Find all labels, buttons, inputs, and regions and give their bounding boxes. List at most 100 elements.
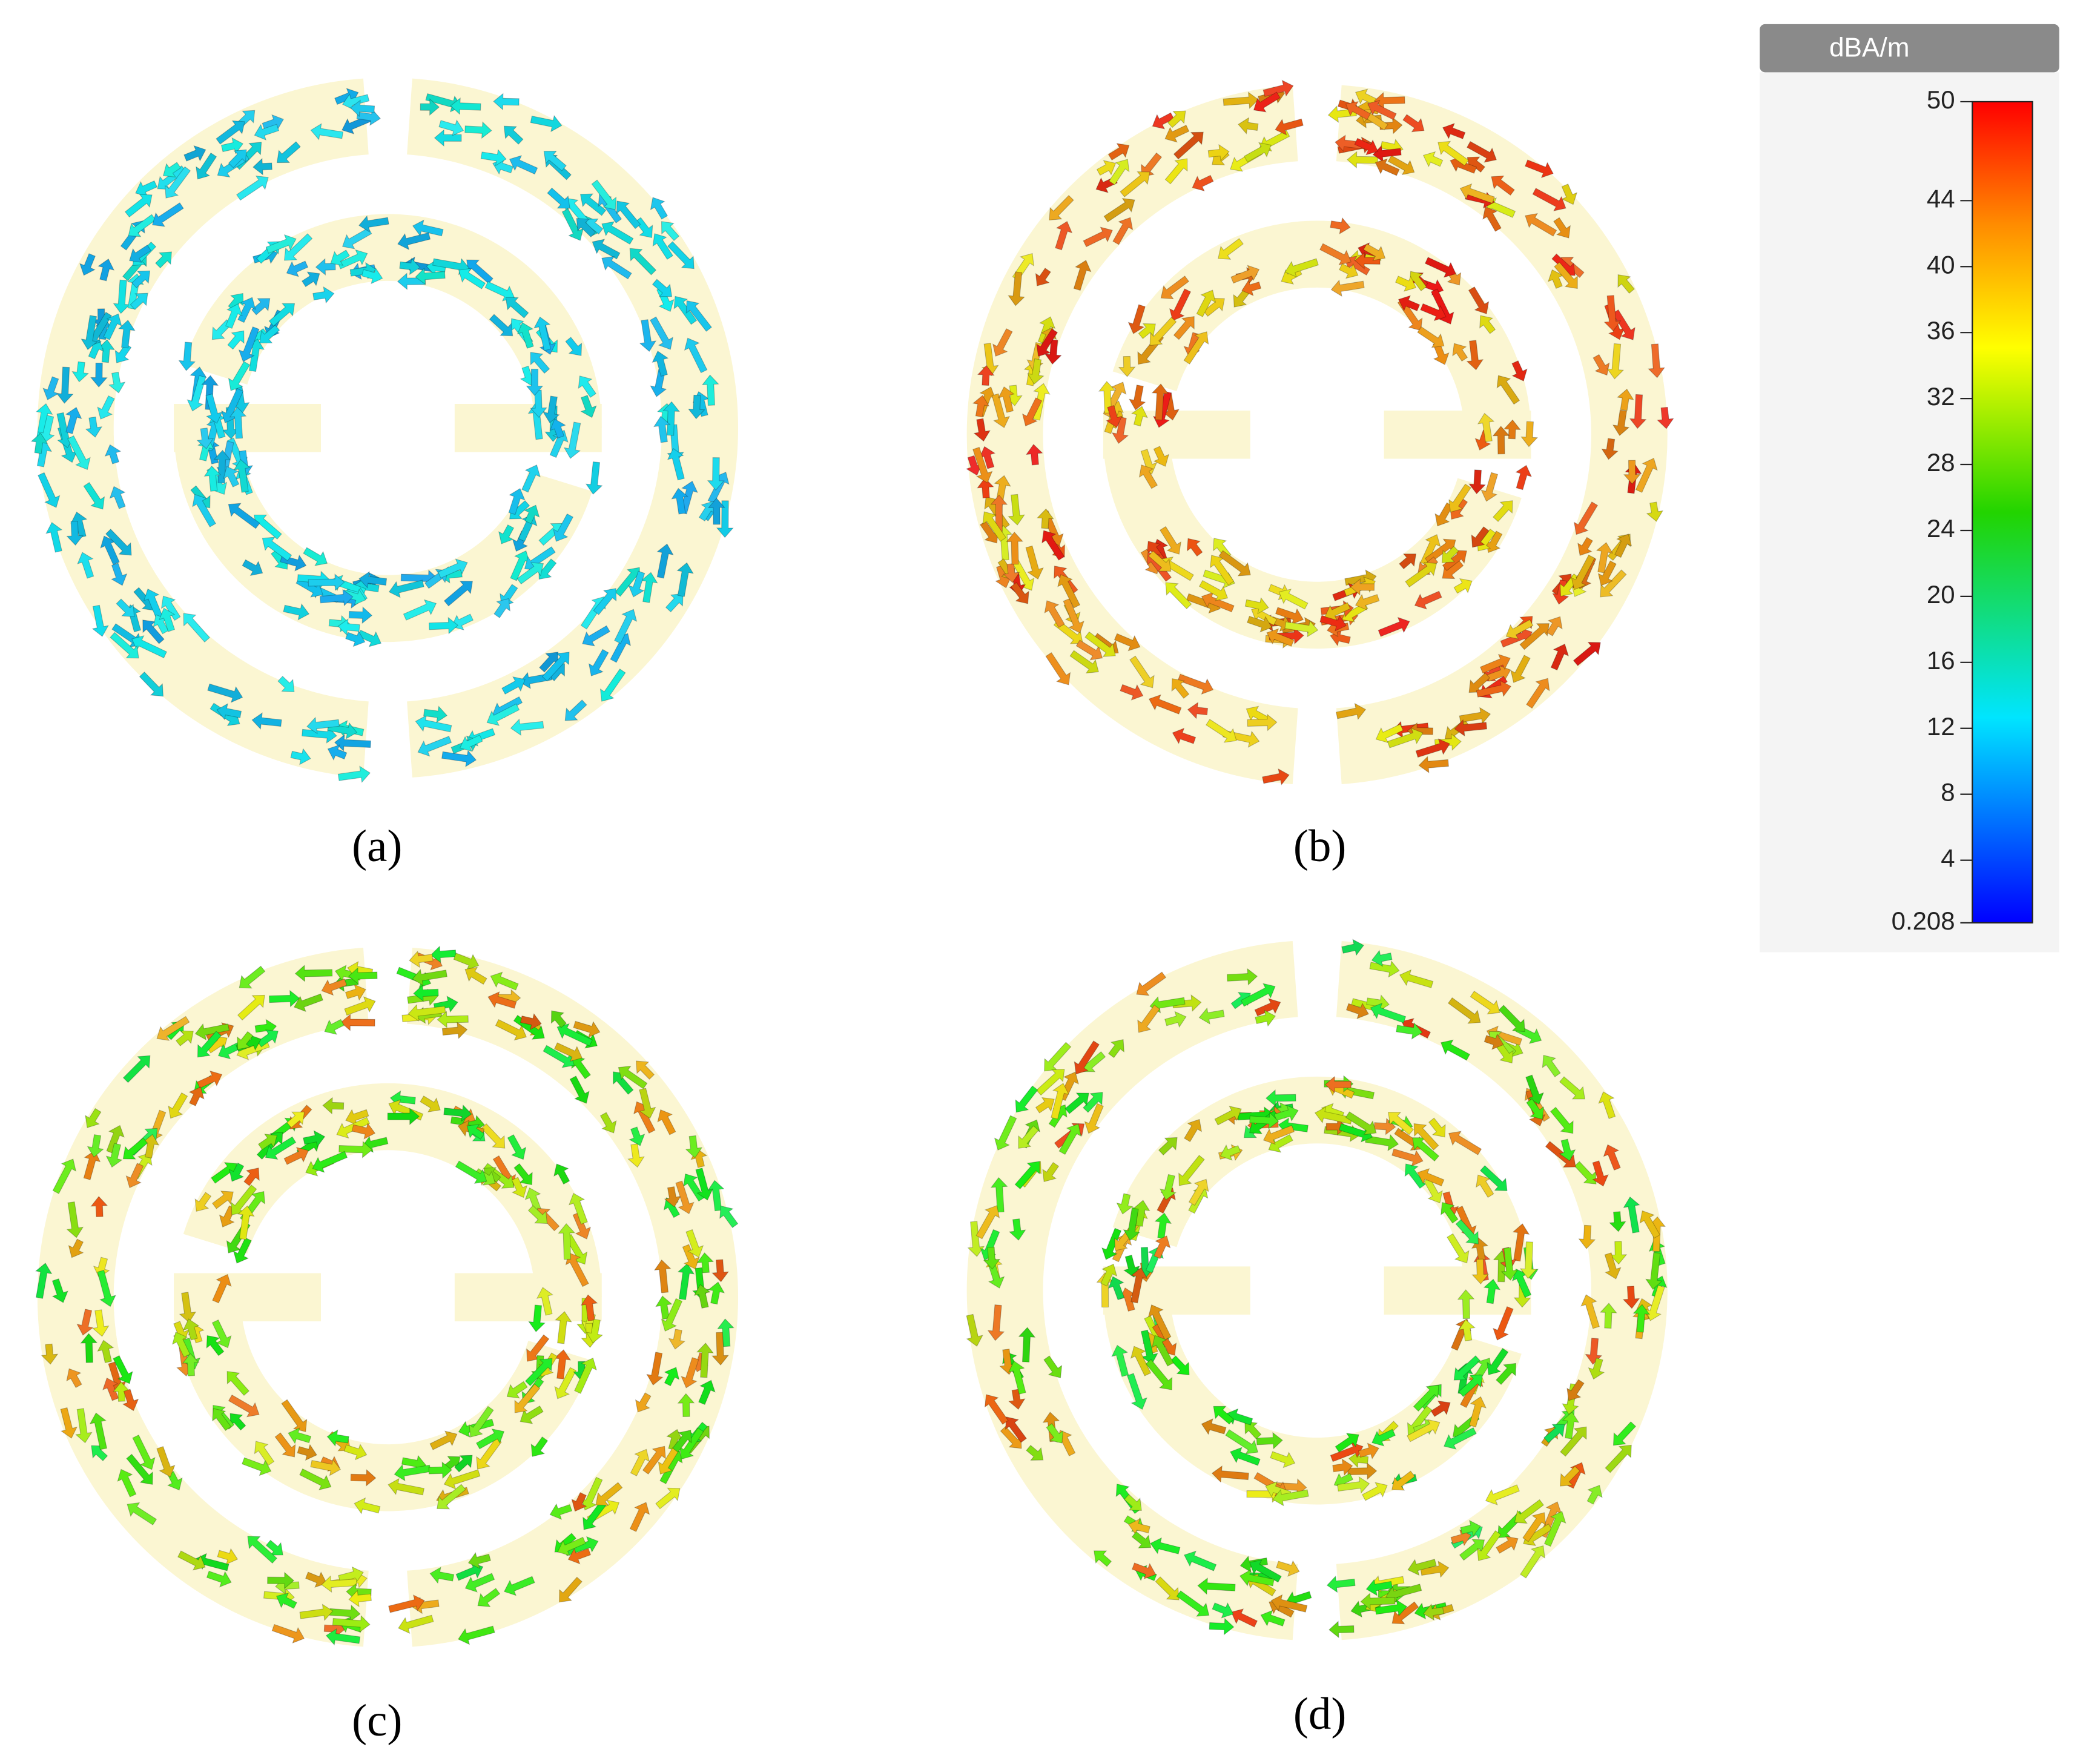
current-arrow: [967, 1221, 985, 1257]
current-arrow: [1260, 1610, 1286, 1627]
current-arrow: [1645, 1284, 1665, 1321]
current-arrow: [1230, 265, 1260, 284]
current-arrow: [269, 989, 300, 1008]
current-arrow: [1218, 550, 1251, 576]
current-arrow: [122, 1137, 148, 1160]
current-arrow: [1129, 655, 1155, 689]
current-arrow: [550, 1010, 567, 1028]
current-arrow: [1155, 1576, 1180, 1600]
panel: (d): [966, 939, 1668, 1739]
current-arrow: [652, 233, 673, 260]
current-arrow: [340, 1013, 375, 1031]
current-arrow: [990, 1177, 1008, 1213]
current-arrow: [1362, 1482, 1388, 1501]
current-arrow: [437, 1484, 466, 1510]
current-arrow: [281, 1399, 308, 1432]
current-arrow: [530, 1436, 549, 1457]
current-arrow: [1617, 274, 1635, 294]
current-arrow: [667, 448, 685, 481]
current-arrow: [412, 219, 444, 237]
current-arrow: [1471, 526, 1490, 548]
current-arrow: [1137, 1005, 1160, 1033]
current-arrow: [495, 1019, 527, 1041]
current-arrow: [409, 950, 434, 968]
center-bar: [174, 1273, 321, 1321]
inner-arc: [1112, 1076, 1531, 1291]
current-arrow: [1458, 1375, 1483, 1398]
current-arrow: [1176, 1590, 1210, 1617]
current-arrow: [1254, 998, 1281, 1017]
current-arrow: [1118, 355, 1136, 377]
current-arrow: [1262, 79, 1294, 97]
current-arrow: [653, 1259, 672, 1293]
current-arrow: [1006, 531, 1024, 565]
current-arrow: [1160, 526, 1181, 555]
current-arrow: [453, 953, 480, 971]
current-arrow: [1459, 183, 1495, 204]
current-arrow: [223, 466, 240, 487]
current-arrow: [639, 319, 657, 352]
current-arrow: [1601, 438, 1619, 460]
current-arrow: [661, 1298, 683, 1332]
current-arrow: [38, 472, 61, 508]
current-arrow: [1339, 263, 1359, 279]
current-arrow: [711, 1259, 729, 1283]
current-arrow: [1519, 623, 1550, 650]
current-arrow: [1275, 607, 1304, 625]
current-arrow: [1498, 1005, 1525, 1032]
current-arrow: [42, 376, 59, 400]
current-arrow: [238, 326, 260, 362]
current-arrow: [1230, 1608, 1258, 1628]
current-arrow: [1573, 642, 1601, 667]
colorbar-tick-label: 12: [1927, 712, 1955, 741]
current-arrow: [167, 1471, 183, 1491]
current-arrow: [599, 1112, 617, 1134]
current-arrow: [1069, 650, 1099, 674]
current-arrow: [1025, 545, 1044, 580]
current-arrow: [1138, 323, 1156, 339]
current-arrow: [228, 503, 260, 529]
current-arrow: [1044, 600, 1065, 628]
current-arrow: [237, 1205, 255, 1240]
current-arrow: [505, 297, 529, 319]
current-arrow: [693, 1284, 711, 1309]
current-arrow: [1268, 1134, 1293, 1153]
current-arrow: [398, 1614, 434, 1634]
current-arrow: [973, 418, 991, 442]
current-arrow: [1566, 1379, 1585, 1401]
current-arrow: [206, 1570, 232, 1588]
current-arrow: [1468, 469, 1486, 495]
current-arrow: [85, 416, 103, 438]
current-arrow: [66, 1201, 84, 1238]
current-arrow: [1094, 1550, 1112, 1567]
current-arrow: [225, 303, 243, 329]
current-arrow: [650, 369, 667, 397]
colorbar-unit: dBA/m: [1829, 33, 1910, 62]
current-arrow: [90, 1196, 108, 1217]
current-arrow: [656, 286, 675, 312]
current-arrow: [628, 570, 645, 598]
current-arrow: [1187, 701, 1209, 719]
current-arrow: [1513, 1284, 1531, 1308]
current-arrow: [1011, 558, 1035, 591]
current-arrow: [1645, 1252, 1663, 1290]
current-arrow: [992, 328, 1013, 357]
current-arrow: [259, 325, 280, 343]
current-arrow: [103, 313, 122, 340]
current-arrow: [707, 1281, 725, 1305]
current-arrow: [558, 1223, 576, 1260]
current-arrow: [441, 1022, 468, 1040]
current-arrow: [254, 124, 280, 141]
current-arrow: [110, 632, 139, 659]
current-arrow: [108, 371, 126, 394]
current-arrow: [1468, 672, 1491, 693]
current-arrow: [616, 200, 641, 230]
current-arrow: [1008, 494, 1025, 526]
current-arrow: [1226, 1408, 1253, 1425]
current-arrow: [1562, 1411, 1580, 1439]
current-arrow: [1107, 143, 1130, 161]
current-arrow: [1511, 360, 1528, 382]
current-arrow: [303, 547, 328, 566]
current-arrow: [1375, 724, 1404, 744]
current-arrow: [1255, 1009, 1276, 1027]
